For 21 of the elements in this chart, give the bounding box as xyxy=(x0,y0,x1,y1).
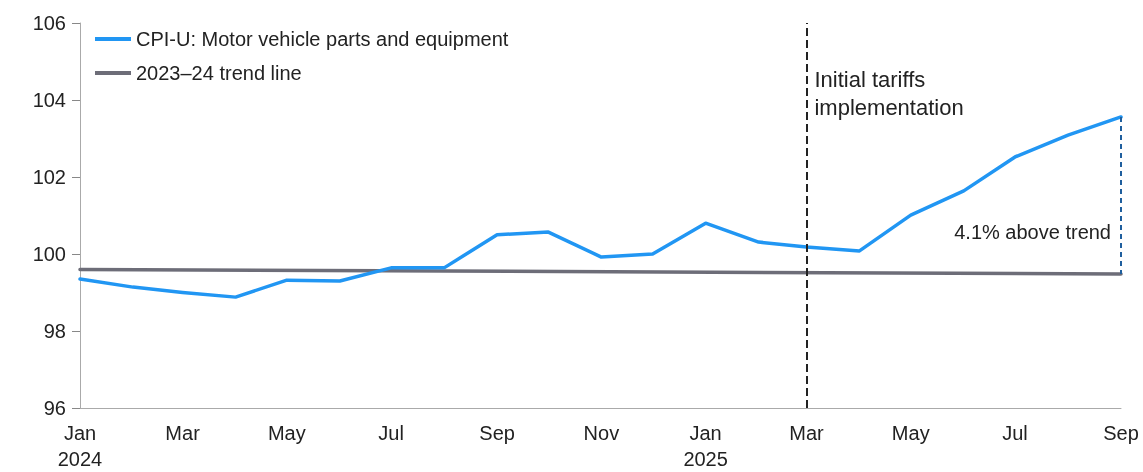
x-tick-label: Sep xyxy=(479,422,515,444)
y-tick-label: 100 xyxy=(32,243,66,265)
x-tick-label: Sep xyxy=(1103,422,1139,444)
x-tick-label: Jan 2025 xyxy=(683,422,728,470)
y-tick-label: 102 xyxy=(32,166,66,188)
annotation: 4.1% above trend xyxy=(954,220,1111,243)
legend-label: CPI-U: Motor vehicle parts and equipment xyxy=(136,28,509,50)
y-tick-label: 98 xyxy=(43,320,66,342)
ref-line-label: Initial tariffs implementation xyxy=(814,66,964,120)
x-tick-label: Nov xyxy=(583,422,620,444)
x-tick-label: Jan 2024 xyxy=(57,422,103,470)
x-tick-label: May xyxy=(891,422,930,444)
x-tick-label: May xyxy=(267,422,306,444)
x-tick-label: Jul xyxy=(378,422,404,444)
y-tick-label: 104 xyxy=(32,89,66,111)
legend-label: 2023–24 trend line xyxy=(136,62,302,84)
x-tick-label: Mar xyxy=(165,422,201,444)
y-tick-label: 96 xyxy=(43,397,66,419)
x-tick-label: Jul xyxy=(1002,422,1028,444)
y-tick-label: 106 xyxy=(32,12,66,34)
x-tick-label: Mar xyxy=(789,422,825,444)
